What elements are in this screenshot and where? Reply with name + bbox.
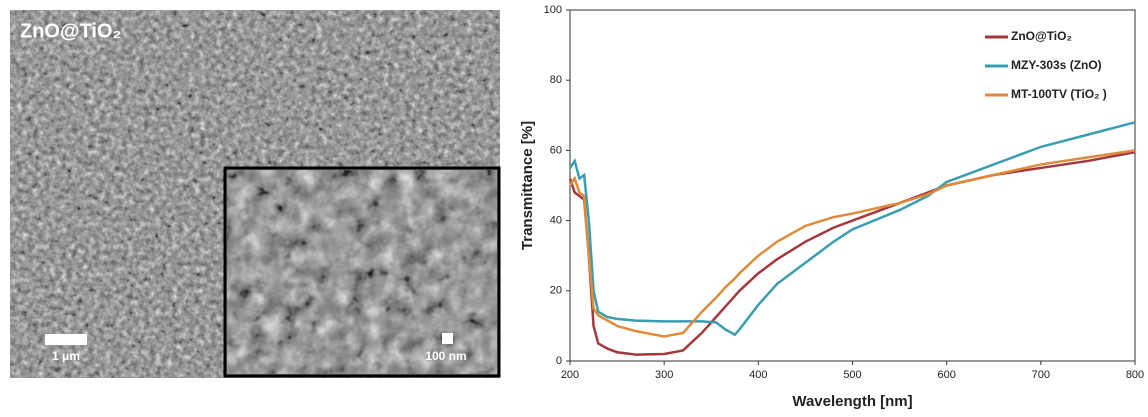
x-axis-label: Wavelength [nm] [792,393,912,410]
legend-label: ZnO@TiO₂ [1011,29,1072,43]
legend-label: MZY-303s (ZnO) [1011,58,1102,72]
y-tick-label: 20 [550,285,562,297]
y-tick-label: 0 [556,355,562,367]
inset-scale-bar-label: 100 nm [425,349,466,363]
x-tick-label: 400 [749,369,767,381]
x-tick-label: 200 [561,369,579,381]
legend-label: MT-100TV (TiO₂ ) [1011,87,1107,101]
x-tick-label: 700 [1032,369,1050,381]
series-line [568,149,1136,338]
y-tick-label: 100 [544,4,562,16]
scale-bar-label: 1 μm [52,349,80,363]
x-tick-label: 500 [843,369,861,381]
x-tick-label: 800 [1126,369,1144,381]
y-tick-label: 40 [550,215,562,227]
chart: 0 20 40 60 80 100 200 300 400 500 600 700 800 Wavelen… [519,4,1144,410]
x-tick-label: 300 [655,369,673,381]
sem-title: ZnO@TiO₂ [20,20,121,42]
y-tick-label: 80 [550,74,562,86]
sem-image: ZnO@TiO₂ 1 μm 100 nm [10,10,501,378]
scale-bar [45,334,87,345]
inset-scale-bar [442,333,453,344]
x-tick-label: 600 [937,369,955,381]
y-tick-label: 60 [550,144,562,156]
y-axis-label: Transmittance [%] [519,121,536,250]
series-line [568,150,1136,356]
series-line [568,121,1136,337]
sem-inset-texture [227,170,497,374]
